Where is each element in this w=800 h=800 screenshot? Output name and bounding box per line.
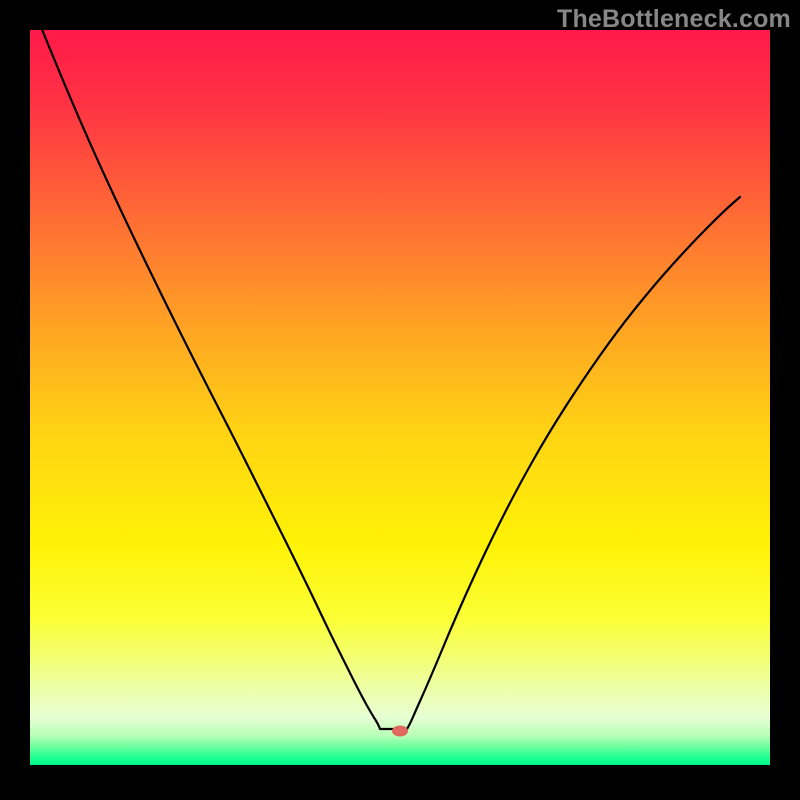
outer-frame: TheBottleneck.com [0, 0, 800, 800]
gradient-background [30, 30, 770, 765]
plot-area [30, 30, 770, 765]
watermark-text: TheBottleneck.com [557, 5, 791, 34]
optimal-marker [392, 726, 408, 737]
chart-svg [30, 30, 770, 765]
